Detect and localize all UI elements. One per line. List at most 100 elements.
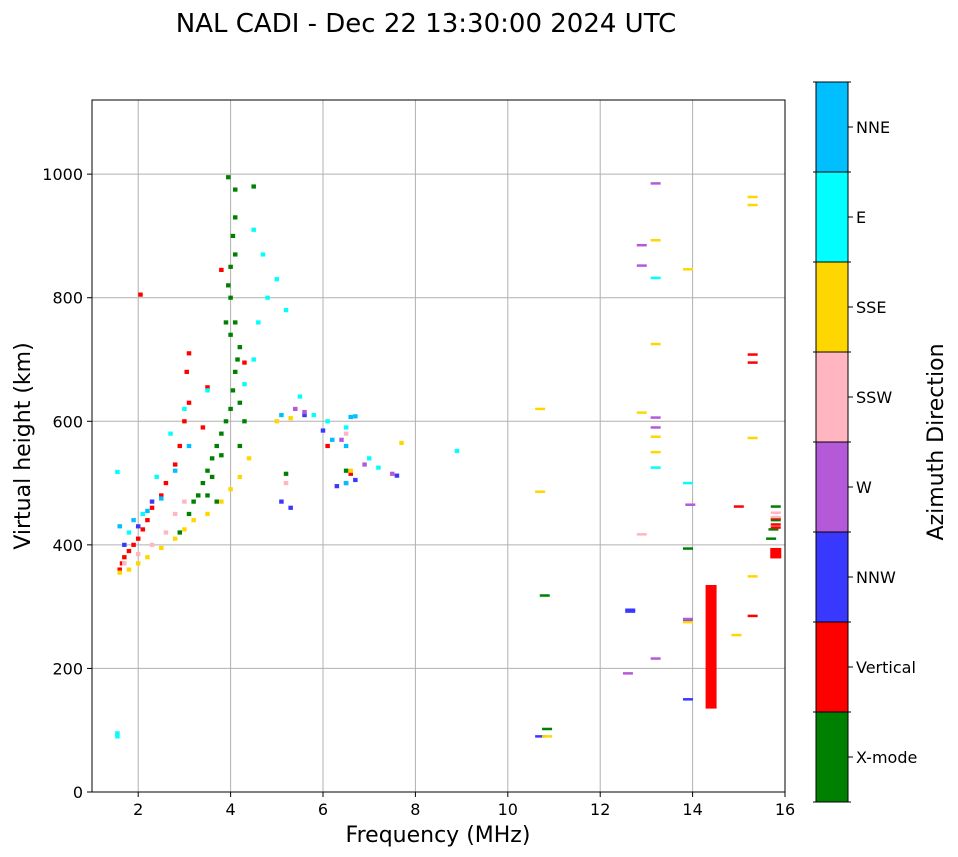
data-point <box>172 536 178 541</box>
data-point <box>186 351 192 356</box>
data-marks <box>115 175 782 739</box>
data-point <box>182 406 187 412</box>
colorbar-frame <box>815 81 849 803</box>
data-point <box>348 471 353 476</box>
x-tick-label: 12 <box>590 800 610 819</box>
data-point <box>126 530 132 535</box>
y-tick-label: 1000 <box>42 165 83 184</box>
data-point <box>135 552 141 557</box>
data-point <box>542 727 553 731</box>
data-point <box>454 448 460 454</box>
data-point <box>196 493 201 498</box>
data-point <box>232 369 238 374</box>
data-point <box>228 264 233 269</box>
data-point <box>115 731 120 736</box>
data-point <box>265 295 270 300</box>
data-point <box>122 555 127 560</box>
data-point <box>168 431 173 436</box>
data-point <box>682 698 693 701</box>
data-point <box>747 436 758 440</box>
data-point <box>214 499 219 504</box>
y-axis-ticks: 0 200 400 600 800 1000 <box>42 165 92 802</box>
data-point <box>302 409 307 415</box>
data-point <box>343 443 349 449</box>
colorbar-segment <box>816 442 848 532</box>
y-tick-label: 800 <box>52 289 83 308</box>
data-point <box>650 466 661 469</box>
colorbar-label: NNE <box>856 118 890 137</box>
data-point <box>685 503 696 506</box>
data-point <box>131 542 136 547</box>
data-point <box>145 518 150 523</box>
data-point <box>650 657 661 660</box>
data-point <box>246 456 252 461</box>
data-point <box>242 419 247 424</box>
data-point <box>119 561 125 566</box>
data-point <box>140 511 146 517</box>
data-point <box>320 428 326 433</box>
data-point <box>219 431 224 436</box>
data-point <box>230 233 236 239</box>
data-point <box>122 561 127 566</box>
data-point <box>311 413 317 418</box>
grid-lines <box>92 100 786 793</box>
series-sse <box>117 195 758 738</box>
data-point <box>535 735 546 738</box>
data-point <box>182 419 187 424</box>
x-axis-ticks: 2 4 6 8 10 12 14 16 <box>133 792 795 819</box>
data-point <box>279 499 284 504</box>
y-tick-label: 400 <box>52 536 83 555</box>
data-point <box>154 474 159 479</box>
data-point <box>650 435 661 438</box>
data-point <box>747 195 758 199</box>
data-point <box>297 394 303 399</box>
series-nne <box>117 413 358 529</box>
data-point <box>343 425 349 430</box>
colorbar-segment <box>816 82 848 172</box>
data-point <box>650 182 661 185</box>
data-point <box>650 342 661 346</box>
data-point <box>235 357 240 362</box>
data-point <box>226 175 231 180</box>
data-point <box>747 575 758 578</box>
data-point <box>283 307 289 313</box>
data-point <box>636 411 647 414</box>
data-point <box>343 480 349 486</box>
data-point <box>343 468 349 473</box>
data-point <box>232 187 238 192</box>
data-point <box>731 633 742 637</box>
data-point <box>770 511 781 514</box>
data-point <box>622 672 633 675</box>
data-point <box>135 524 141 529</box>
data-point <box>230 388 236 393</box>
data-point <box>353 414 358 419</box>
data-point <box>145 555 150 560</box>
data-point <box>149 499 155 504</box>
data-point <box>200 480 206 486</box>
data-point <box>186 511 192 517</box>
data-point <box>636 243 647 247</box>
data-point <box>126 567 132 572</box>
data-point <box>223 419 229 424</box>
data-point <box>205 468 210 473</box>
plot-frame <box>91 99 786 793</box>
data-point <box>135 536 141 541</box>
data-point <box>747 614 758 618</box>
data-point <box>747 203 758 207</box>
data-point <box>274 419 280 424</box>
data-point <box>625 610 636 613</box>
colorbar-label: NNW <box>856 568 896 587</box>
colorbar-segment <box>816 262 848 352</box>
x-tick-label: 8 <box>410 800 420 819</box>
data-point <box>650 416 661 419</box>
data-point <box>636 533 647 536</box>
data-point <box>117 567 122 572</box>
data-point <box>682 547 693 550</box>
data-point <box>650 426 661 429</box>
data-point <box>237 400 243 405</box>
data-point <box>768 528 779 531</box>
data-point <box>770 526 781 529</box>
data-point <box>232 215 238 220</box>
data-bar <box>770 547 782 559</box>
